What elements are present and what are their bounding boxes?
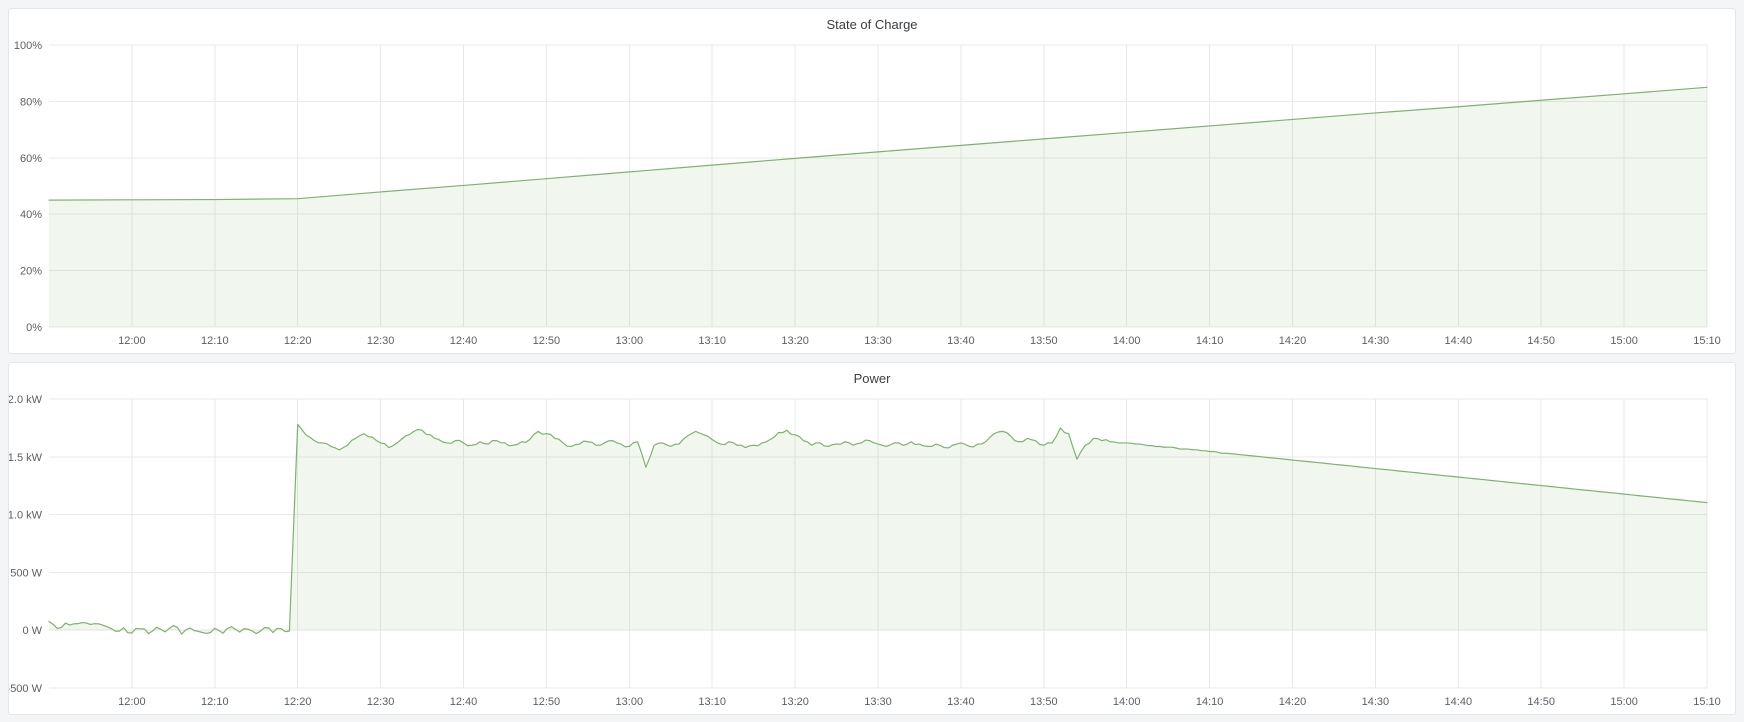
axis-labels: -500 W 0 W 500 W 1.0 kW 1.5 kW 2.0 kW 12:00 12:… [9, 394, 1721, 708]
chart-plot: 0% 20% 40% 60% 80% 100% 12:00 12:10 12:20 12:30 12… [14, 40, 1721, 347]
x-axis-tick-label: 13:30 [864, 335, 892, 347]
x-axis-tick-label: 14:10 [1196, 696, 1224, 708]
y-axis-tick-label: 80% [20, 96, 42, 108]
series-area [49, 87, 1707, 327]
x-axis-tick-label: 13:30 [864, 696, 892, 708]
x-axis-tick-label: 12:10 [201, 696, 229, 708]
axis-labels: 0% 20% 40% 60% 80% 100% 12:00 12:10 12:20 12:30 12… [14, 40, 1721, 347]
panel-power: Power -500 W 0 W 500 W 1.0 kW 1.5 kW 2.0 kW 12… [8, 362, 1736, 715]
x-axis-tick-label: 13:20 [781, 335, 809, 347]
x-axis-tick-label: 13:50 [1030, 696, 1058, 708]
y-axis-tick-label: 1.0 kW [9, 510, 43, 522]
x-axis-tick-label: 14:50 [1527, 696, 1555, 708]
state-of-charge-chart-canvas[interactable]: 0% 20% 40% 60% 80% 100% 12:00 12:10 12:20 12:30 12… [9, 37, 1735, 353]
x-axis-tick-label: 14:20 [1279, 696, 1307, 708]
panel-state-of-charge: State of Charge 0% 20% 40% 60% 80% 100% 12:00 1… [8, 8, 1736, 354]
x-axis-tick-label: 15:00 [1610, 696, 1638, 708]
series-line [48, 86, 1708, 201]
x-axis-tick-label: 13:20 [781, 696, 809, 708]
x-axis-tick-label: 14:00 [1113, 335, 1141, 347]
y-axis-tick-label: 40% [20, 209, 42, 221]
x-axis-tick-label: 12:10 [201, 335, 229, 347]
x-axis-tick-label: 15:00 [1610, 335, 1638, 347]
x-axis-tick-label: 13:00 [616, 335, 644, 347]
series-line [48, 423, 1708, 635]
x-axis-tick-label: 13:10 [698, 696, 726, 708]
x-axis-tick-label: 13:10 [698, 335, 726, 347]
x-axis-tick-label: 14:00 [1113, 696, 1141, 708]
x-axis-tick-label: 14:40 [1445, 335, 1473, 347]
x-axis-tick-label: 13:00 [616, 696, 644, 708]
x-axis-tick-label: 12:00 [118, 696, 146, 708]
x-axis-tick-label: 15:10 [1693, 696, 1721, 708]
x-axis-tick-label: 12:20 [284, 335, 312, 347]
x-axis-tick-label: 12:30 [367, 335, 395, 347]
x-axis-tick-label: 12:40 [450, 696, 478, 708]
y-axis-tick-label: 0% [26, 322, 42, 334]
y-axis-tick-label: -500 W [9, 683, 43, 695]
y-axis-tick-label: 20% [20, 266, 42, 278]
chart-plot: -500 W 0 W 500 W 1.0 kW 1.5 kW 2.0 kW 12:00 12:… [9, 394, 1721, 708]
x-axis-tick-label: 12:50 [533, 696, 561, 708]
gridlines [49, 44, 1708, 328]
y-axis-tick-label: 1.5 kW [9, 452, 43, 464]
y-axis-tick-label: 60% [20, 153, 42, 165]
gridlines [49, 398, 1708, 689]
panel-title-power[interactable]: Power [853, 371, 891, 386]
x-axis-tick-label: 14:30 [1362, 335, 1390, 347]
x-axis-tick-label: 12:50 [533, 335, 561, 347]
y-axis-tick-label: 0 W [22, 625, 42, 637]
x-axis-tick-label: 14:10 [1196, 335, 1224, 347]
power-chart-canvas[interactable]: -500 W 0 W 500 W 1.0 kW 1.5 kW 2.0 kW 12:00 12:… [9, 391, 1735, 714]
y-axis-tick-label: 2.0 kW [9, 394, 43, 406]
series-area [49, 424, 1707, 635]
x-axis-tick-label: 13:50 [1030, 335, 1058, 347]
x-axis-tick-label: 13:40 [947, 696, 975, 708]
x-axis-tick-label: 12:00 [118, 335, 146, 347]
x-axis-tick-label: 14:40 [1445, 696, 1473, 708]
y-axis-tick-label: 500 W [10, 567, 42, 579]
x-axis-tick-label: 14:20 [1279, 335, 1307, 347]
x-axis-tick-label: 12:20 [284, 696, 312, 708]
x-axis-tick-label: 14:50 [1527, 335, 1555, 347]
x-axis-tick-label: 15:10 [1693, 335, 1721, 347]
x-axis-tick-label: 12:30 [367, 696, 395, 708]
x-axis-tick-label: 14:30 [1362, 696, 1390, 708]
y-axis-tick-label: 100% [14, 40, 42, 52]
x-axis-tick-label: 13:40 [947, 335, 975, 347]
panel-title-state-of-charge[interactable]: State of Charge [826, 17, 918, 32]
x-axis-tick-label: 12:40 [450, 335, 478, 347]
